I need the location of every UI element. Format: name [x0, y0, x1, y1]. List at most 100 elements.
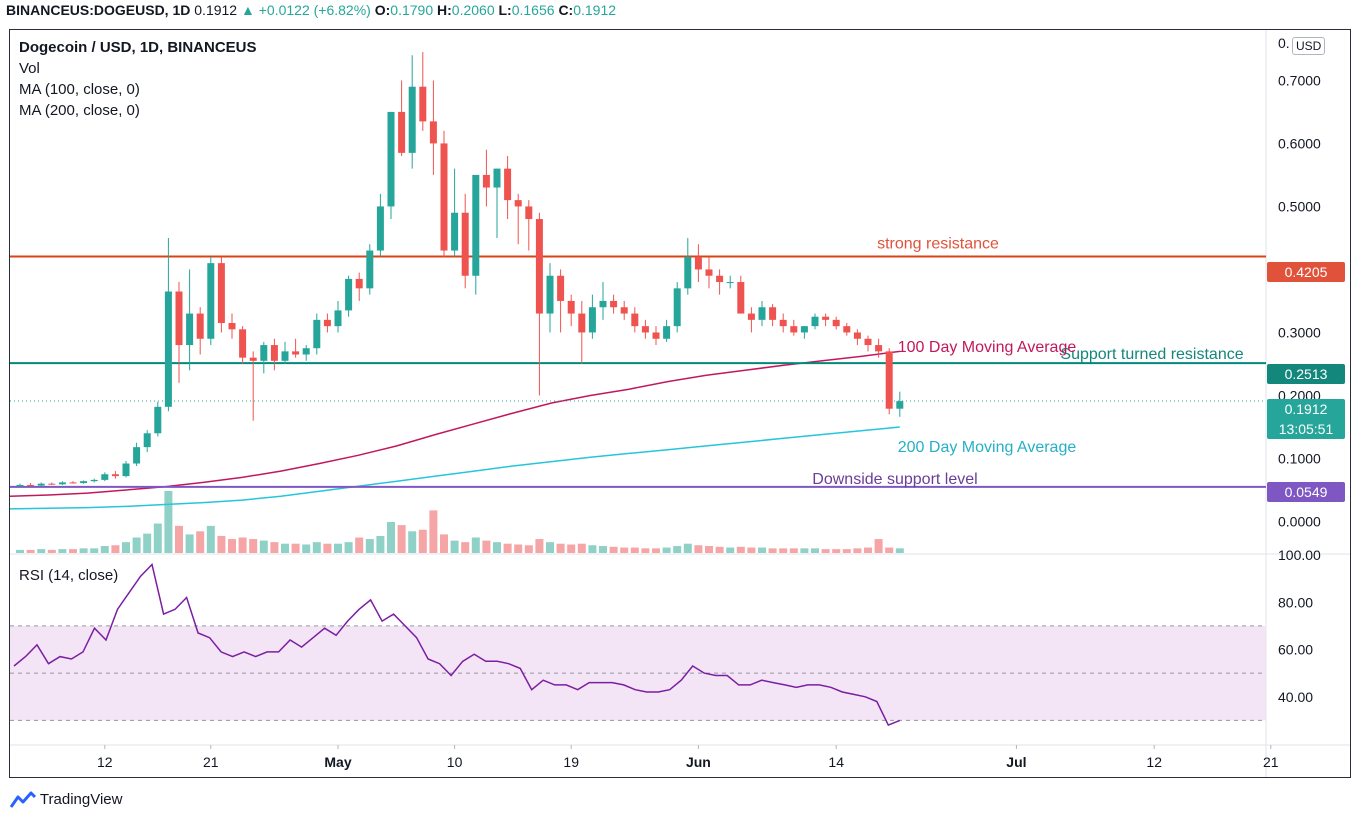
- candle-body: [673, 288, 681, 327]
- candle-body: [302, 348, 310, 355]
- volume-bar: [37, 549, 46, 553]
- candle-body: [154, 406, 162, 434]
- price-change: +0.0122 (+6.82%): [258, 2, 371, 18]
- candle-body: [270, 345, 278, 361]
- resistance-price-tag: 0.4205: [1267, 262, 1345, 282]
- volume-bar: [535, 539, 544, 553]
- candle-body: [822, 316, 830, 320]
- volume-bar: [153, 523, 162, 553]
- candle-body: [493, 168, 501, 188]
- volume-bar: [864, 547, 872, 553]
- footer-brand[interactable]: TradingView: [9, 791, 122, 809]
- volume-bar: [758, 547, 766, 553]
- volume-bar: [26, 549, 35, 553]
- support-resistance-price-tag: 0.2513: [1267, 364, 1345, 384]
- candle-body: [143, 433, 151, 448]
- volume-bar: [450, 540, 459, 553]
- volume-bar: [599, 546, 607, 553]
- volume-bar: [376, 535, 385, 553]
- volume-bar: [206, 525, 215, 553]
- time-axis-tick: Jul: [1006, 754, 1026, 770]
- candle-body: [641, 326, 649, 333]
- candle-body: [535, 219, 543, 314]
- volume-bar: [387, 522, 395, 553]
- candle-body: [514, 200, 522, 207]
- volume-bar: [291, 543, 300, 553]
- volume-bar: [175, 525, 183, 553]
- legend-rsi[interactable]: RSI (14, close): [19, 567, 119, 584]
- legend-ma200[interactable]: MA (200, close, 0): [19, 102, 140, 119]
- candle-body: [832, 319, 840, 327]
- candle-body: [429, 121, 437, 144]
- candle-body: [737, 282, 745, 314]
- volume-bar: [577, 543, 586, 553]
- bar-countdown-tag: 13:05:51: [1267, 419, 1345, 439]
- candle-body: [387, 111, 395, 207]
- candle-body: [790, 326, 798, 333]
- volume-bar: [503, 543, 512, 553]
- candle-body: [557, 275, 565, 301]
- candle-body: [652, 332, 660, 339]
- volume-bar: [408, 531, 417, 553]
- candle-body: [37, 483, 45, 486]
- candle-body: [885, 351, 893, 409]
- up-triangle-icon: ▲: [240, 2, 255, 18]
- candle-body: [239, 329, 247, 358]
- volume-bar: [673, 546, 682, 553]
- open-label: O:: [374, 2, 391, 18]
- symbol-name: BINANCEUS:DOGEUSD,: [6, 2, 169, 18]
- candle-body: [525, 206, 533, 220]
- current-price-tag: 0.1912: [1267, 399, 1345, 419]
- volume-bar: [249, 539, 258, 553]
- volume-bar: [334, 543, 342, 553]
- volume-bar: [779, 548, 788, 553]
- price-axis-tick: 0.7000: [1278, 72, 1321, 88]
- candle-body: [260, 345, 268, 361]
- rsi-line: [13, 562, 901, 727]
- legend-volume[interactable]: Vol: [19, 60, 40, 77]
- volume-bar: [641, 548, 650, 553]
- candle-body: [610, 300, 618, 308]
- low-value: 0.1656: [511, 2, 555, 18]
- candle-body: [313, 319, 321, 349]
- candle-body: [58, 482, 66, 485]
- time-axis-tick: Jun: [686, 754, 711, 770]
- volume-bar: [312, 542, 321, 553]
- candle-body: [811, 316, 819, 327]
- volume-bar: [270, 542, 279, 553]
- volume-bar: [122, 542, 130, 553]
- volume-bar: [418, 529, 427, 553]
- candle-body: [408, 86, 416, 153]
- volume-bar: [556, 543, 565, 553]
- candle-body: [164, 291, 172, 407]
- candle-body: [111, 474, 119, 477]
- candle-body: [366, 250, 374, 289]
- volume-bar: [58, 549, 67, 553]
- candle-body: [217, 263, 225, 324]
- candle-body: [726, 282, 734, 284]
- legend-ma100[interactable]: MA (100, close, 0): [19, 81, 140, 98]
- symbol-header: BINANCEUS:DOGEUSD, 1D 0.1912 ▲ +0.0122 (…: [6, 2, 616, 18]
- low-label: L:: [498, 2, 512, 18]
- time-axis-tick: 12: [1146, 754, 1162, 770]
- candle-body: [122, 463, 130, 477]
- last-price: 0.1912: [194, 2, 238, 18]
- volume-bar: [821, 549, 830, 553]
- interval: 1D: [172, 2, 191, 18]
- volume-bar: [789, 548, 798, 553]
- volume-bar: [853, 548, 862, 553]
- volume-bar: [768, 548, 777, 553]
- volume-bar: [16, 549, 24, 553]
- volume-bar: [196, 531, 205, 553]
- price-axis-tick: 0.0000: [1278, 513, 1321, 529]
- volume-bar: [429, 510, 438, 553]
- currency-button[interactable]: USD: [1292, 37, 1326, 55]
- level-label: Support turned resistance: [1060, 346, 1243, 363]
- volume-bar: [620, 547, 629, 553]
- high-value: 0.2060: [451, 2, 495, 18]
- high-label: H:: [437, 2, 452, 18]
- rsi-axis-tick: 40.00: [1278, 689, 1313, 705]
- volume-bar: [397, 525, 406, 553]
- price-axis-tick: 0.1000: [1278, 450, 1321, 466]
